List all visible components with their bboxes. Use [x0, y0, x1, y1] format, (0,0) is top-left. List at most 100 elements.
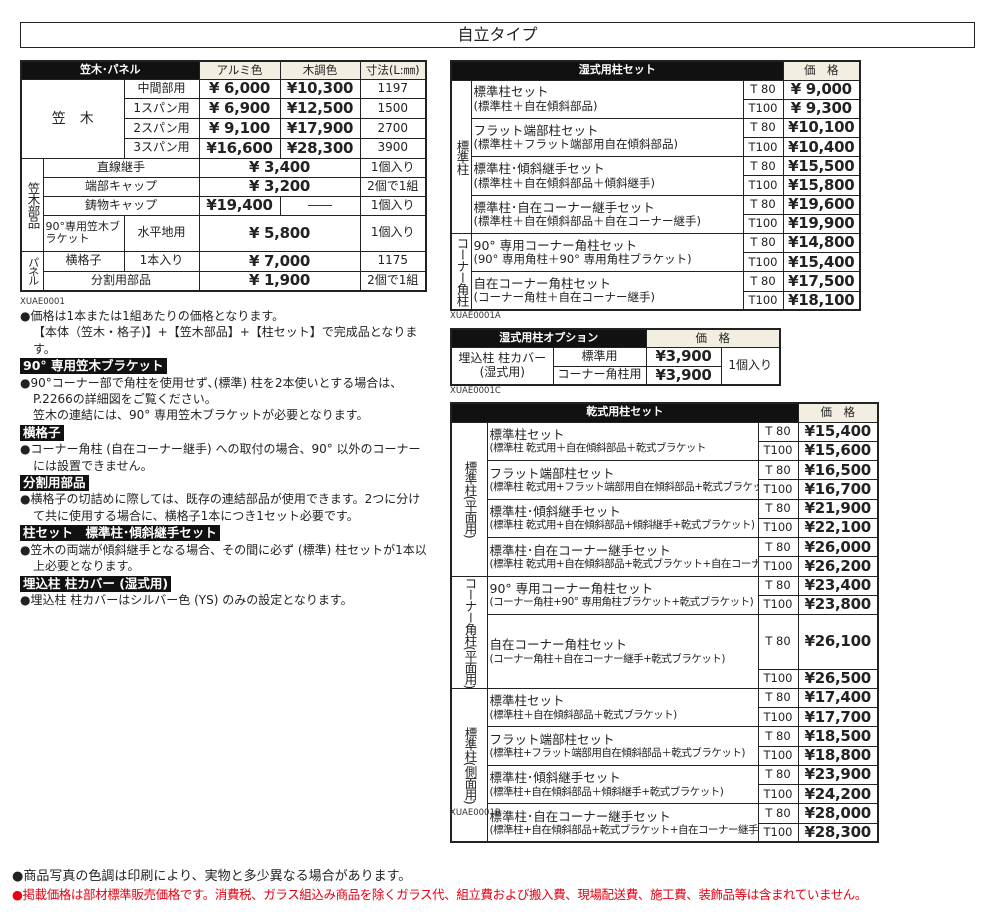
- item-sub-label: 1本入り: [123, 250, 200, 272]
- size-t100: T100: [757, 745, 799, 766]
- set-name: 標準柱セット: [473, 84, 549, 100]
- table-row: T100 ¥26,200: [451, 556, 879, 577]
- size-t80: T 80: [757, 536, 799, 558]
- group-label: コーナー角柱(平面用): [450, 575, 488, 689]
- price-t80: ¥ 9,000: [782, 79, 861, 100]
- size-t80: T 80: [757, 803, 799, 824]
- table-row: 笠木･パネル アルミ色 木調色 寸法(L:㎜): [20, 60, 427, 80]
- price-t100: ¥26,500: [797, 668, 879, 689]
- group-label-text: 標準柱: [454, 139, 470, 175]
- size-t100: T100: [742, 98, 784, 119]
- price-alumi: ¥ 6,900: [198, 98, 281, 120]
- size-t100: T100: [757, 479, 799, 500]
- price-t80: ¥10,100: [782, 117, 861, 139]
- price-wood: ¥10,300: [279, 78, 361, 100]
- table-row: T100 ¥15,800: [451, 175, 861, 196]
- option-price: ¥3,900: [645, 365, 722, 386]
- notes-heading: 分割用部品: [20, 475, 89, 492]
- set-name: フラット端部柱セット: [473, 122, 599, 138]
- size-t80: T 80: [742, 117, 784, 139]
- set-name: 標準柱･自在コーナー継手セット: [473, 199, 655, 215]
- set-description: 標準柱･自在コーナー継手セット (標準柱＋自在傾斜部品＋自在コーナー継手): [470, 194, 744, 235]
- parts-group-label: 笠木部品: [20, 157, 44, 252]
- footer-note-price: ●掲載価格は部材標準販売価格です。消費税、ガラス組込み商品を除くガラス代、組立費…: [12, 887, 868, 902]
- table-row: フラット端部柱セット (標準柱+フラット端部用自在傾斜部品＋乾式ブラケット) T 8…: [451, 726, 879, 766]
- wet-post-set-table: 湿式用柱セット価 格標準柱 標準柱セット (標準柱＋自在傾斜部品) T 80 ¥ 9,0…: [450, 60, 861, 312]
- set-name: 標準柱･傾斜継手セット: [489, 504, 621, 520]
- set-name: 90° 専用コーナー角柱セット: [489, 581, 654, 597]
- price-wood: ¥12,500: [279, 98, 361, 120]
- group-label: コーナー角柱: [450, 233, 472, 311]
- table-row: 標準柱 標準柱セット (標準柱＋自在傾斜部品) T 80 ¥ 9,000: [450, 79, 861, 234]
- note-text: 笠木の連結には、90° 専用笠木ブラケットが必要となります。: [33, 408, 369, 423]
- notes-heading: 埋込柱 柱カバー (湿式用): [20, 575, 172, 592]
- table-row: 笠 木中間部用 ¥ 6,000 ¥10,300 1197: [20, 78, 427, 159]
- table-row: 分割用部品 ¥ 1,900 2個で1組: [21, 270, 427, 292]
- table-row: コーナー角柱用 ¥3,900: [451, 365, 780, 386]
- size-t100: T100: [757, 517, 799, 539]
- size-t80: T 80: [742, 271, 784, 292]
- table-row: T100 ¥19,900: [451, 213, 861, 235]
- table-row: T100 ¥ 9,300: [451, 98, 861, 119]
- price-wood: ¥17,900: [279, 118, 361, 139]
- group-label-text: コーナー角柱: [462, 576, 478, 646]
- price-t100: ¥22,100: [797, 517, 879, 539]
- unit: 1個入り: [359, 214, 427, 252]
- size-value: 1197: [359, 78, 427, 100]
- item-sub-label: 水平地用: [123, 214, 200, 252]
- table-row: T100 ¥26,500: [451, 668, 879, 689]
- set-description: 標準柱セット (標準柱＋自在傾斜部品): [470, 79, 744, 119]
- header-title: 乾式用柱セット: [450, 402, 799, 423]
- set-description: 自在コーナー角柱セット (コーナー角柱＋自在コーナー継手): [470, 271, 744, 311]
- set-components: (コーナー角柱＋自在コーナー継手): [473, 290, 655, 305]
- set-description: フラット端部柱セット (標準柱＋フラット端部用自在傾斜部品): [470, 117, 744, 158]
- size-t100: T100: [742, 290, 784, 311]
- set-components: (標準柱 乾式用＋自在傾斜部品＋乾式ブラケット: [489, 442, 707, 455]
- set-name: 標準柱･傾斜継手セット: [489, 770, 621, 786]
- page-title: 自立タイプ: [20, 22, 975, 48]
- header-size: 寸法(L:㎜): [359, 60, 427, 80]
- price-t80: ¥17,400: [797, 687, 879, 709]
- size-t80: T 80: [757, 421, 799, 442]
- table-row: T100 ¥10,400: [451, 137, 861, 158]
- price-t100: ¥24,200: [797, 784, 879, 805]
- price-t100: ¥19,900: [782, 213, 861, 235]
- note-text: ●埋込柱 柱カバーはシルバー色 (YS) のみの設定となります。: [20, 592, 353, 607]
- table-row: T100 ¥24,200: [451, 784, 879, 805]
- size-t80: T 80: [742, 232, 784, 254]
- table-row: 標準柱･傾斜継手セット (標準柱+自在傾斜部品＋傾斜継手+乾式ブラケット) T 80…: [451, 764, 879, 805]
- set-components: (コーナー角柱+90° 専用角柱ブラケット+乾式ブラケット): [489, 596, 754, 609]
- set-components: (標準柱＋自在傾斜部品＋乾式ブラケット): [489, 708, 678, 721]
- price-t100: ¥15,800: [782, 175, 861, 196]
- notes-heading-wrap: 柱セット 標準柱･傾斜継手セット: [20, 524, 430, 542]
- group-label-sub: (平面用): [462, 645, 478, 688]
- table-row: 端部キャップ ¥ 3,200 2個で1組: [21, 176, 427, 197]
- size-t100: T100: [742, 175, 784, 196]
- item-label: 中間部用: [123, 78, 200, 100]
- option-label: 埋込柱 柱カバー (湿式用): [450, 346, 554, 386]
- set-name: 標準柱･自在コーナー継手セット: [489, 542, 671, 558]
- table-code: XUAE0001: [20, 297, 65, 307]
- price-t100: ¥15,600: [797, 440, 879, 462]
- set-components: (標準柱+自在傾斜部品＋傾斜継手+乾式ブラケット): [489, 785, 724, 798]
- price-t100: ¥28,300: [797, 822, 879, 843]
- price: ¥ 1,900: [198, 270, 361, 292]
- set-description: 標準柱･傾斜継手セット (標準柱 乾式用+自在傾斜部品+傾斜継手+乾式ブラケット): [486, 498, 759, 538]
- size-t100: T100: [742, 213, 784, 235]
- notes-heading-wrap: 分割用部品: [20, 474, 430, 492]
- kasagi-group-label: 笠 木: [20, 78, 125, 159]
- size-value: 3900: [359, 137, 427, 159]
- set-components: (標準柱 乾式用+フラット端部用自在傾斜部品+乾式ブラケット): [489, 480, 758, 493]
- price-t80: ¥19,600: [782, 194, 861, 215]
- note-text: ●価格は1本または1組あたりの価格となります。: [20, 309, 285, 323]
- item-label: 90°専用笠木ブラケット: [42, 214, 125, 252]
- price-t80: ¥14,800: [782, 232, 861, 254]
- table-row: 標準柱(側面用) 標準柱セット (標準柱＋自在傾斜部品＋乾式ブラケット) T 80 ¥1…: [450, 687, 879, 843]
- size-t80: T 80: [757, 459, 799, 481]
- footer-note-color: ●商品写真の色調は印刷により、実物と多少異なる場合があります。: [12, 869, 412, 884]
- note-text: 【本体（笠木・格子)】+【笠木部品】+【柱セット】で完成品となります。: [33, 325, 418, 356]
- panel-group-label: パネル: [20, 250, 44, 292]
- price-t80: ¥18,500: [797, 726, 879, 747]
- size-t100: T100: [757, 784, 799, 805]
- unit: 1個入り: [359, 195, 427, 216]
